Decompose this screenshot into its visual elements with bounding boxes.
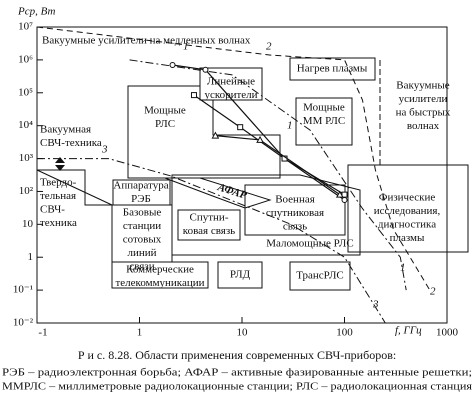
x-axis-label: f, ГГц — [395, 325, 422, 337]
region-label: Базовые — [123, 207, 162, 219]
region-label: линий — [127, 247, 156, 259]
region — [199, 67, 263, 101]
region — [289, 261, 351, 291]
marker — [335, 190, 344, 198]
x-tick-label: 1000 — [436, 327, 459, 339]
region-label: волнах — [407, 120, 440, 132]
x-tick-label: -1 — [38, 327, 47, 339]
curve-label: 2 — [430, 286, 436, 298]
region-label: исследования, — [374, 205, 441, 217]
region-label: СВЧ-техника — [40, 137, 102, 149]
arrow-up — [55, 157, 65, 163]
region-label: СВЧ- — [40, 204, 65, 216]
marker — [169, 61, 176, 68]
curve-label: 1 — [287, 120, 293, 132]
region-label: РЭБ — [131, 193, 151, 205]
region-label: Маломощные РЛС — [266, 238, 353, 250]
y-axis-label: Pср, Вт — [17, 6, 55, 18]
region — [36, 169, 113, 206]
marker — [190, 92, 197, 99]
region — [289, 57, 376, 81]
y-tick-label: 10⁵ — [18, 86, 33, 98]
region-label: ковая связь — [183, 225, 235, 237]
region — [295, 97, 353, 146]
caption-line: ММРЛС – миллиметровые радиолокационные с… — [2, 381, 472, 392]
x-tick-label: 10 — [237, 327, 249, 339]
region-label: ММ РЛС — [303, 115, 345, 127]
region-label: плазмы — [390, 232, 425, 244]
region-label: Аппаратура — [113, 180, 168, 192]
trend-line — [172, 64, 345, 201]
region-label: Вакуумные — [396, 80, 450, 92]
caption-title: Р и с. 8.28. Области применения современ… — [78, 348, 396, 362]
region-label: Твердо- — [40, 177, 77, 189]
region — [347, 164, 469, 253]
y-tick-label: 1 — [28, 251, 34, 263]
marker — [237, 124, 244, 131]
region-label: ускорители — [204, 89, 257, 101]
curve — [37, 158, 386, 324]
region-label: Коммерческие — [126, 264, 194, 276]
y-tick-label: 10² — [19, 185, 34, 197]
x-tick-label: 100 — [336, 327, 353, 339]
region-label: Вакуумная — [40, 124, 91, 136]
region-label: Вакуумные усилители на медленных волнах — [42, 35, 251, 47]
y-tick-label: 10⁷ — [18, 21, 33, 33]
region-label: Мощные — [144, 105, 186, 117]
region — [177, 209, 241, 241]
curve — [129, 59, 407, 291]
region — [171, 174, 361, 256]
region-label: РЛД — [230, 269, 251, 281]
y-tick-label: 10 — [22, 218, 34, 230]
x-tick-label: 1 — [137, 327, 143, 339]
region-label: связь — [283, 221, 307, 233]
y-tick-label: 10⁻² — [13, 317, 34, 329]
marker — [256, 135, 264, 143]
arrow-down — [55, 165, 65, 171]
region-label: на быстрых — [396, 107, 451, 119]
marker — [341, 196, 348, 203]
region-label: техника — [40, 217, 77, 229]
region-label: Физические — [379, 192, 436, 204]
region-label: Военная — [275, 194, 315, 206]
y-tick-label: 10⁶ — [18, 53, 33, 65]
region-label: Нагрев плазмы — [297, 63, 368, 75]
curve — [36, 26, 431, 291]
region-label: телекоммуникации — [115, 277, 204, 289]
region-label: тельная — [40, 190, 76, 202]
region-label: станции — [123, 220, 161, 232]
region-label: связи — [129, 261, 154, 273]
y-tick-label: 10⁴ — [18, 119, 33, 131]
y-tick-label: 10³ — [19, 152, 34, 164]
curve-label: 3 — [101, 144, 108, 156]
region — [111, 261, 209, 289]
region-label: ТрансРЛС — [296, 270, 344, 282]
marker — [202, 66, 209, 73]
region-label: Мощные — [303, 102, 345, 114]
curve-label: 2 — [266, 41, 272, 53]
region-label: РЛС — [155, 118, 175, 130]
marker — [211, 131, 220, 139]
region — [164, 177, 272, 209]
curve-label: 1 — [183, 41, 189, 53]
curve-label: 3 — [372, 299, 379, 311]
regions — [36, 57, 469, 291]
y-tick-label: 10⁻¹ — [13, 284, 33, 296]
region-label: Спутни- — [190, 212, 229, 224]
region-label: диагностика — [378, 219, 436, 231]
region-label: спутниковая — [266, 207, 324, 219]
region-label: сотовых — [123, 234, 162, 246]
region — [217, 261, 263, 289]
caption-line: РЭБ – радиоэлектронная борьба; АФАР – ак… — [2, 367, 472, 378]
curve-label: 1 — [400, 262, 406, 274]
region-label: Линейные — [207, 76, 255, 88]
region-label: усилители — [399, 93, 448, 105]
region — [244, 184, 346, 236]
